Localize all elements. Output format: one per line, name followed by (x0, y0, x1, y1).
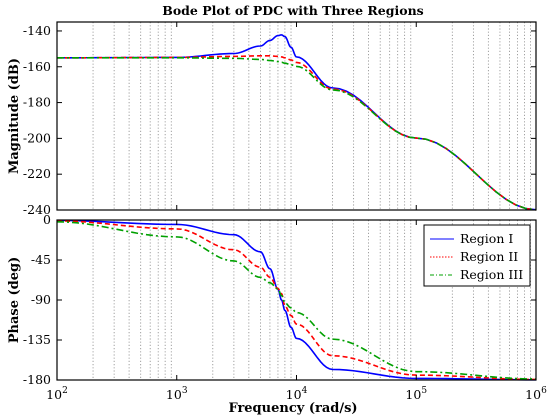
xtick-label: 105 (405, 386, 427, 402)
magnitude-ytick-label: -140 (23, 23, 51, 38)
series-line-region-iii (56, 220, 537, 380)
series-line-region-ii (56, 55, 537, 211)
xtick-label: 104 (286, 386, 308, 402)
series-line-region-ii (56, 220, 537, 381)
magnitude-grid (92, 22, 531, 210)
phase-lines (56, 219, 537, 381)
frequency-xlabel: Frequency (rad/s) (228, 401, 357, 416)
xtick-label: 106 (525, 386, 547, 402)
legend-label: Region I (460, 231, 513, 246)
magnitude-ytick-label: -200 (23, 130, 51, 145)
chart-title: Bode Plot of PDC with Three Regions (162, 3, 423, 18)
phase-ytick-label: -90 (31, 292, 51, 307)
phase-ytick-label: -135 (23, 332, 51, 347)
phase-ylabel: Phase (deg) (7, 257, 22, 344)
phase-ytick-label: -180 (23, 372, 51, 387)
magnitude-ytick-label: -240 (23, 202, 51, 217)
series-line-region-i (56, 34, 537, 211)
phase-grid (92, 220, 531, 380)
magnitude-axes-frame (56, 21, 537, 211)
magnitude-ytick-label: -160 (23, 59, 51, 74)
series-line-region-iii (57, 57, 537, 211)
magnitude-lines (56, 34, 537, 211)
xtick-label: 102 (46, 386, 68, 402)
phase-ytick-label: 0 (43, 212, 51, 227)
legend: Region I Region II Region III (423, 224, 531, 287)
magnitude-ytick-label: -220 (23, 166, 51, 181)
magnitude-ticks: -140 -160 -180 -200 -220 -240 (23, 22, 537, 217)
legend-label: Region II (460, 249, 518, 264)
magnitude-ylabel: Magnitude (dB) (7, 58, 22, 174)
xtick-label: 103 (166, 386, 188, 402)
series-line-region-i (56, 219, 537, 381)
magnitude-ytick-label: -180 (23, 95, 51, 110)
legend-box (423, 224, 531, 287)
magnitude-panel: -140 -160 -180 -200 -220 -240 Magnitude (dB) (7, 21, 537, 217)
phase-ytick-label: -45 (31, 252, 51, 267)
legend-label: Region III (460, 267, 523, 282)
